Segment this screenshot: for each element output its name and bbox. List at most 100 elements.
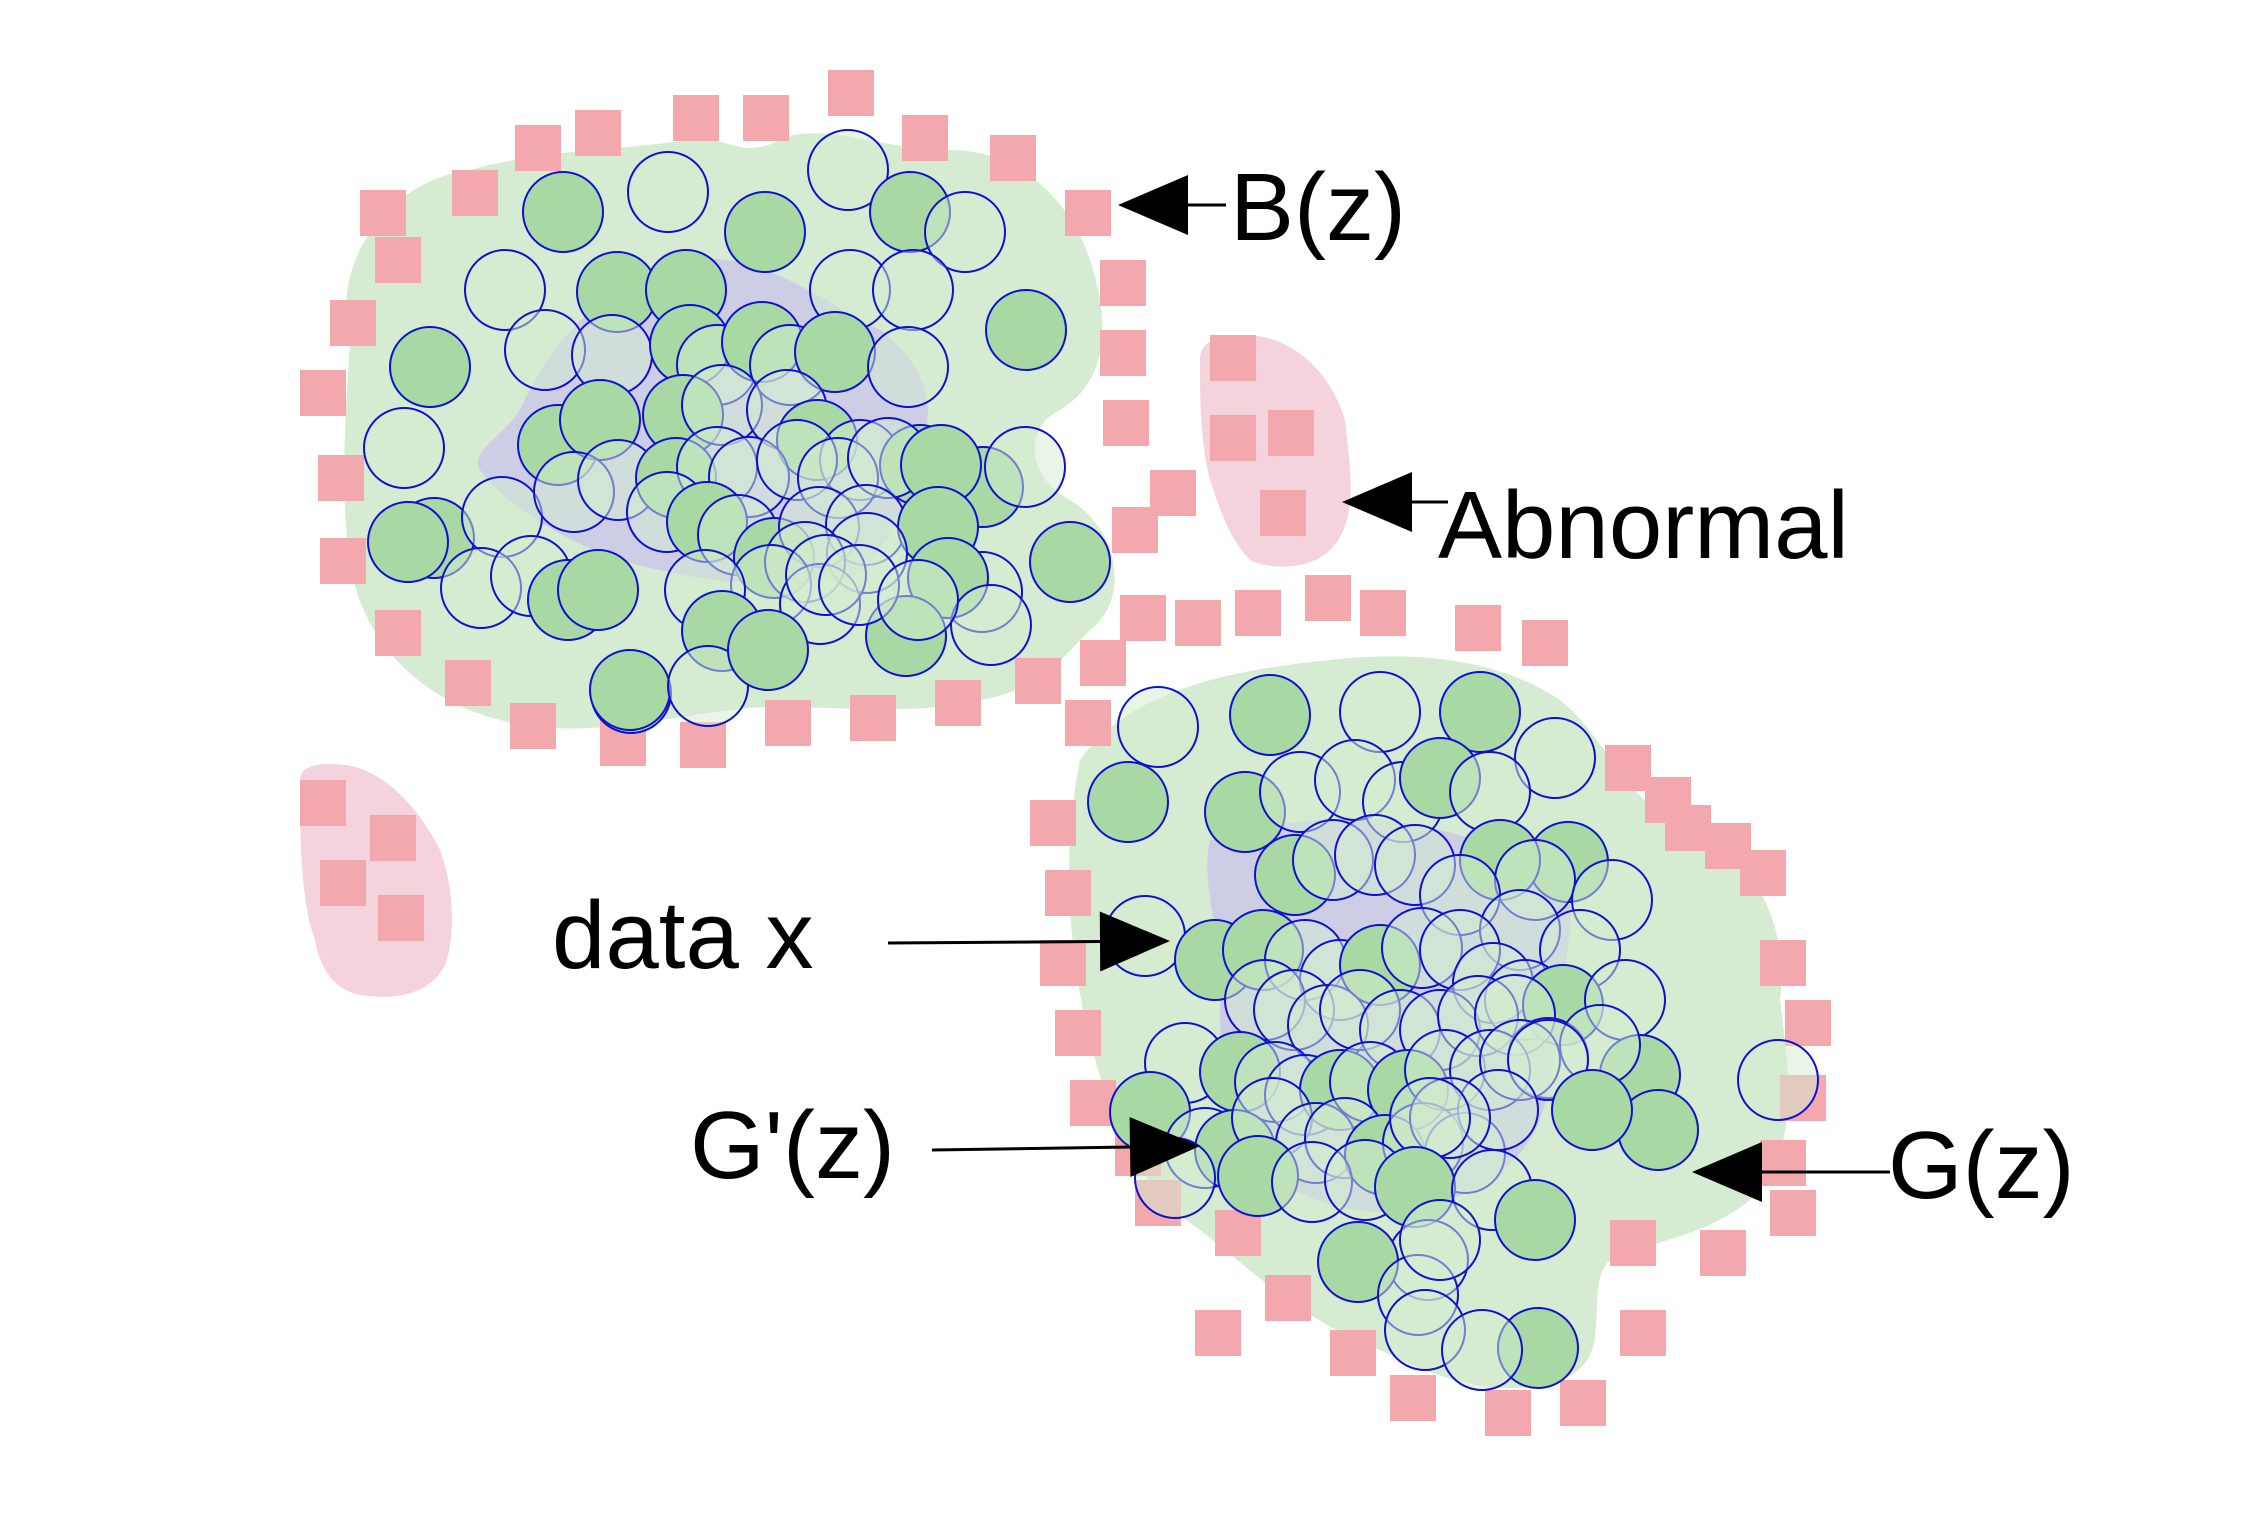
boundary-square: [1268, 410, 1314, 456]
arrow-b: [1118, 175, 1226, 235]
boundary-square: [452, 170, 498, 216]
data-circle: [522, 171, 604, 253]
boundary-square: [1785, 1000, 1831, 1046]
boundary-square: [850, 695, 896, 741]
boundary-square: [1175, 600, 1221, 646]
boundary-square: [1040, 940, 1086, 986]
boundary-square: [1045, 870, 1091, 916]
data-circle: [867, 326, 949, 408]
boundary-square: [1455, 605, 1501, 651]
boundary-square: [360, 190, 406, 236]
arrow-data-x-head: [1099, 911, 1170, 972]
boundary-square: [575, 110, 621, 156]
boundary-square: [320, 860, 366, 906]
boundary-square: [378, 895, 424, 941]
data-circle: [367, 501, 449, 583]
boundary-square: [1620, 1310, 1666, 1356]
label-g-prime: G'(z): [690, 1092, 895, 1199]
boundary-square: [680, 722, 726, 768]
label-b: B(z): [1230, 154, 1406, 261]
boundary-square: [1065, 190, 1111, 236]
boundary-square: [1195, 1310, 1241, 1356]
boundary-square: [1100, 260, 1146, 306]
boundary-square: [1210, 335, 1256, 381]
data-circle: [924, 191, 1006, 273]
labels-layer: B(z) Abnormal data x G'(z) G(z): [552, 154, 2075, 1219]
boundary-square: [1522, 620, 1568, 666]
boundary-square: [1390, 1375, 1436, 1421]
boundary-square: [300, 780, 346, 826]
boundary-square: [1265, 1275, 1311, 1321]
boundary-square: [1120, 595, 1166, 641]
arrow-abnormal-head: [1342, 472, 1412, 532]
data-circle: [1229, 674, 1311, 756]
data-circle: [1514, 717, 1596, 799]
data-circle: [589, 649, 671, 731]
data-circle: [1449, 751, 1531, 833]
arrow-abnormal: [1342, 472, 1448, 532]
boundary-square: [1103, 400, 1149, 446]
boundary-square: [1610, 1220, 1656, 1266]
boundary-square: [990, 135, 1036, 181]
boundary-square: [370, 815, 416, 861]
data-circle: [1494, 1179, 1576, 1261]
boundary-square: [673, 95, 719, 141]
boundary-square: [1065, 700, 1111, 746]
boundary-square: [375, 237, 421, 283]
data-circle: [627, 151, 709, 233]
data-circle: [1087, 761, 1169, 843]
data-circle: [724, 191, 806, 273]
arrow-g-prime-head: [1129, 1117, 1200, 1178]
boundary-square: [1760, 1140, 1806, 1186]
boundary-square: [902, 115, 948, 161]
data-circle: [667, 645, 749, 727]
data-circle: [877, 559, 959, 641]
arrow-data-x: [887, 911, 1170, 972]
boundary-square: [515, 125, 561, 171]
boundary-square: [1150, 470, 1196, 516]
arrow-g: [1692, 1142, 1890, 1202]
boundary-square: [828, 70, 874, 116]
data-circle: [950, 584, 1032, 666]
boundary-square: [1210, 415, 1256, 461]
data-circle: [363, 407, 445, 489]
label-abnormal: Abnormal: [1438, 472, 1849, 579]
boundary-square: [1760, 940, 1806, 986]
arrow-b-head: [1118, 175, 1188, 235]
boundary-square: [1665, 805, 1711, 851]
boundary-square: [1235, 590, 1281, 636]
data-circle: [1737, 1039, 1819, 1121]
data-circle: [557, 549, 639, 631]
circles-layer: [363, 129, 1819, 1391]
data-circle: [1441, 1309, 1523, 1391]
arrow-g-prime-shaft: [931, 1145, 1131, 1152]
boundary-square: [1360, 590, 1406, 636]
boundary-square: [765, 700, 811, 746]
data-circle: [807, 129, 889, 211]
boundary-square: [1605, 745, 1651, 791]
boundary-square: [320, 538, 366, 584]
data-circle: [389, 326, 471, 408]
data-circle: [984, 426, 1066, 508]
boundary-square: [743, 95, 789, 141]
boundary-square: [1100, 330, 1146, 376]
data-circle: [872, 249, 954, 331]
boundary-square: [1700, 1230, 1746, 1276]
boundary-square: [510, 703, 556, 749]
boundary-square: [1740, 850, 1786, 896]
label-g: G(z): [1888, 1112, 2075, 1219]
boundary-square: [445, 660, 491, 706]
data-circle: [1029, 521, 1111, 603]
boundary-square: [1330, 1330, 1376, 1376]
data-circle: [1117, 686, 1199, 768]
boundary-square: [375, 610, 421, 656]
data-circle: [1389, 1077, 1471, 1159]
data-circle: [1439, 671, 1521, 753]
boundary-square: [1305, 575, 1351, 621]
boundary-square: [1030, 800, 1076, 846]
arrow-data-x-shaft: [887, 939, 1101, 945]
boundary-square: [1770, 1190, 1816, 1236]
data-circle: [1551, 1069, 1633, 1151]
data-circle: [464, 249, 546, 331]
